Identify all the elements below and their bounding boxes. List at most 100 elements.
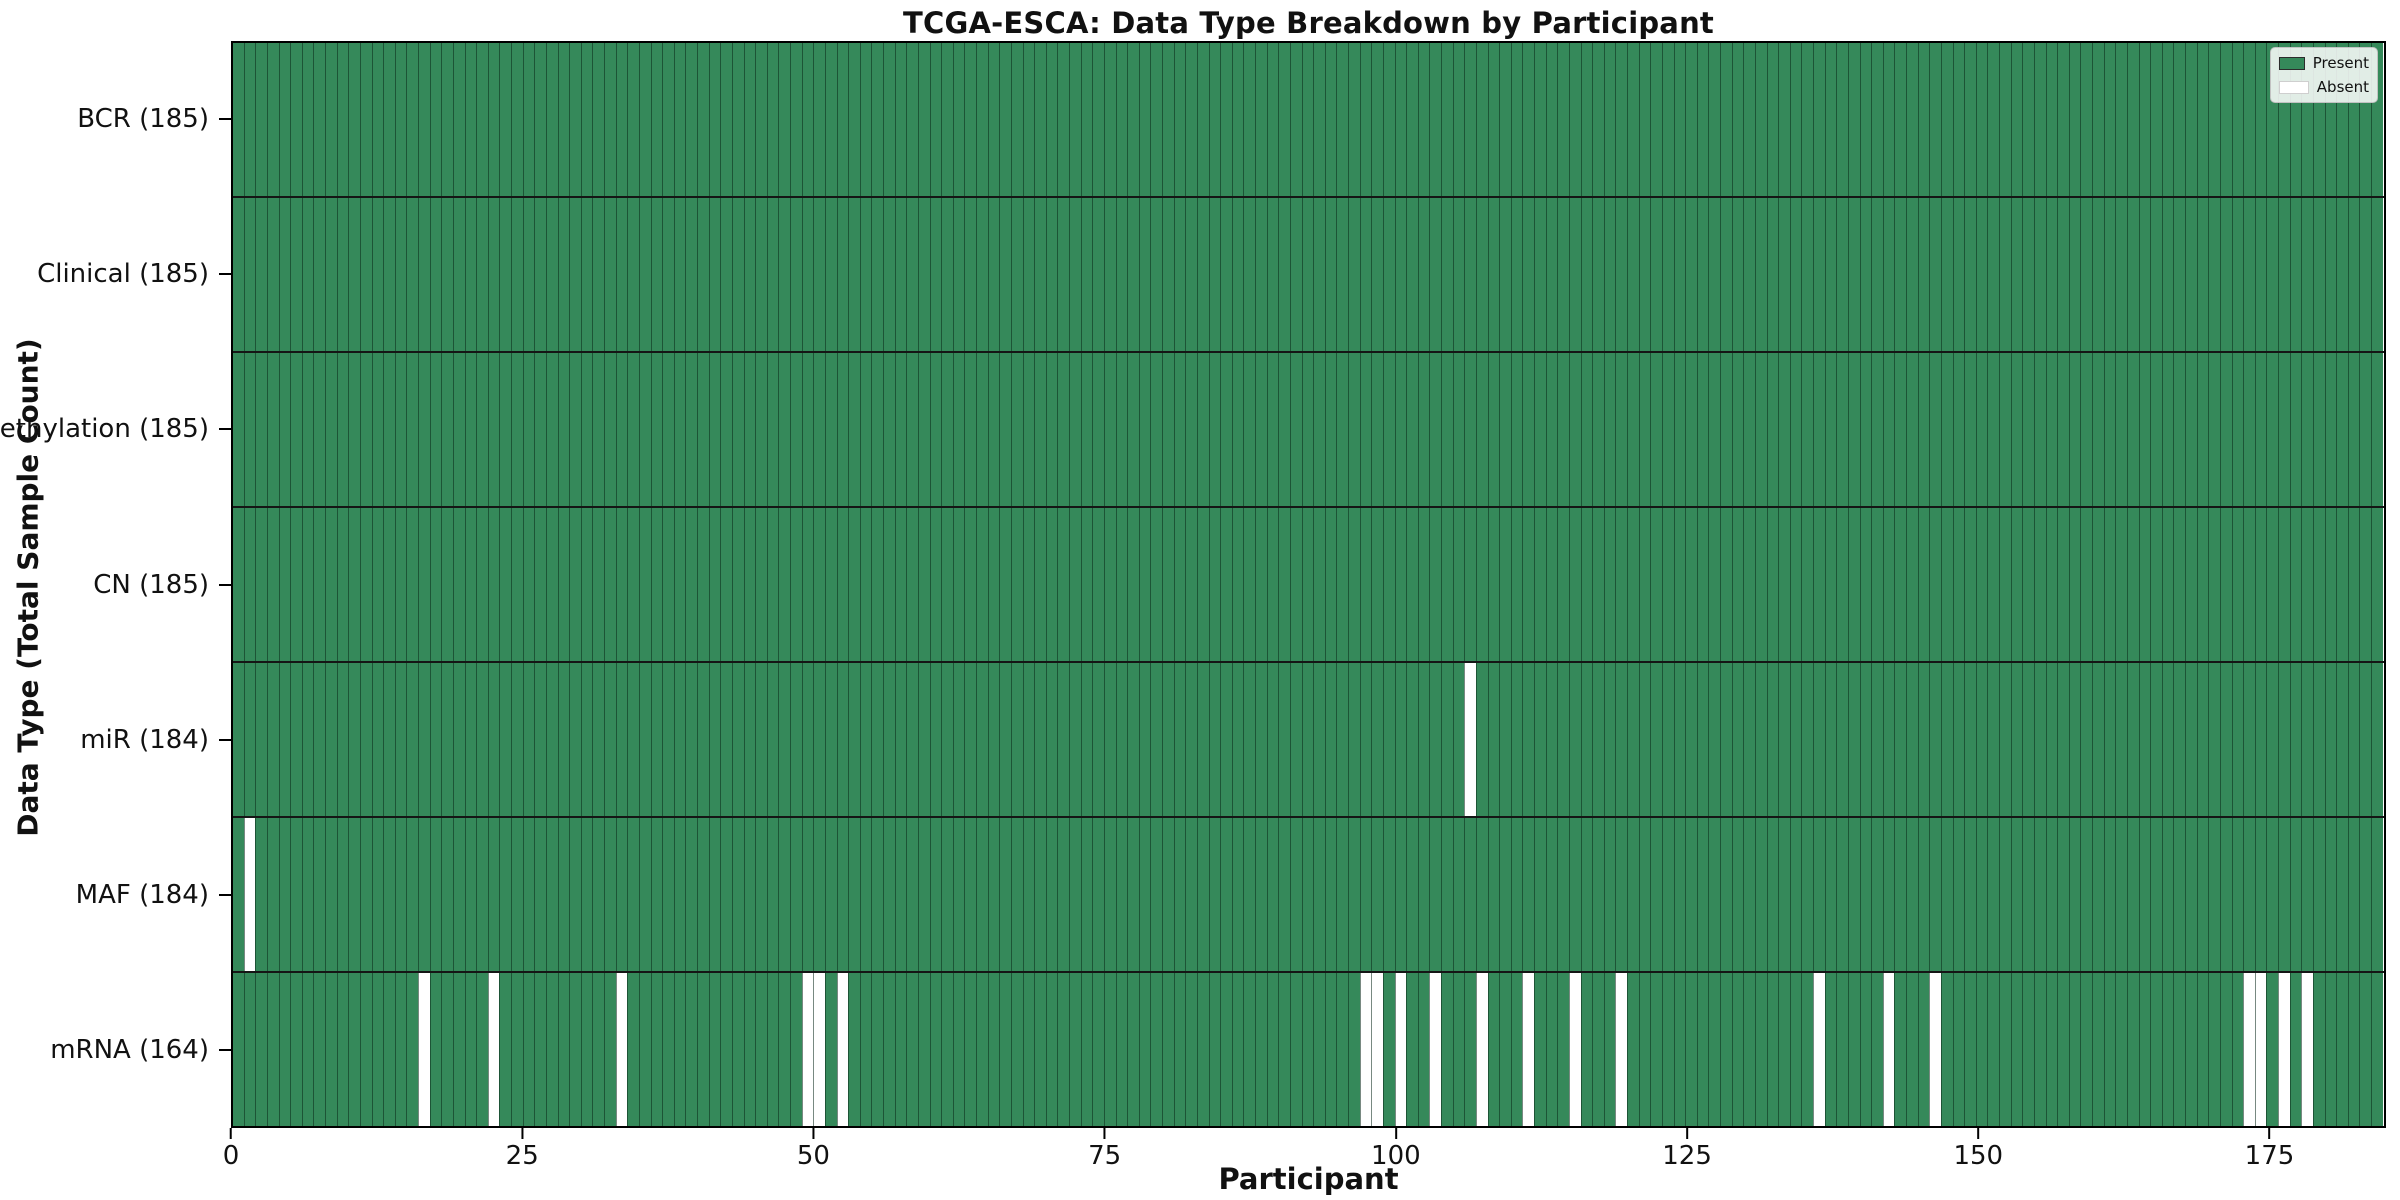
heatmap-cell <box>2045 818 2058 971</box>
heatmap-cell <box>2301 353 2313 506</box>
heatmap-cell <box>1371 818 1383 971</box>
heatmap-cell <box>1080 43 1093 196</box>
heatmap-cell <box>2347 973 2360 1126</box>
heatmap-cell <box>1801 818 1813 971</box>
heatmap-cell <box>743 973 756 1126</box>
heatmap-cell <box>2196 353 2209 506</box>
heatmap-cell <box>1069 353 1081 506</box>
heatmap-cell <box>1673 43 1686 196</box>
legend-present-label: Present <box>2312 54 2369 72</box>
heatmap-cell <box>2068 353 2081 506</box>
heatmap-cell <box>662 663 674 816</box>
heatmap-cell <box>476 818 488 971</box>
heatmap-cell <box>790 508 802 661</box>
heatmap-cell <box>1255 353 1267 506</box>
heatmap-cell <box>359 198 372 351</box>
heatmap-cell <box>1847 43 1860 196</box>
heatmap-cell <box>883 973 895 1126</box>
heatmap-cell <box>418 508 430 661</box>
heatmap-cell <box>243 353 256 506</box>
heatmap-cell <box>1650 818 1662 971</box>
heatmap-cell <box>1429 818 1441 971</box>
heatmap-cell <box>266 508 279 661</box>
heatmap-cell <box>2196 663 2209 816</box>
heatmap-cell <box>1371 198 1383 351</box>
heatmap-cell <box>1359 508 1372 661</box>
heatmap-cell <box>1220 353 1232 506</box>
heatmap-cell <box>1661 818 1674 971</box>
heatmap-cell <box>2150 818 2162 971</box>
heatmap-cell <box>1731 353 1744 506</box>
heatmap-cell <box>383 663 395 816</box>
heatmap-cell <box>1952 43 1965 196</box>
heatmap-cell <box>1813 198 1825 351</box>
heatmap-cell <box>429 43 442 196</box>
heatmap-cell <box>418 663 430 816</box>
heatmap-cell <box>2057 508 2069 661</box>
heatmap-cell <box>1475 973 1488 1126</box>
heatmap-cell <box>1743 973 1755 1126</box>
heatmap-cell <box>2208 663 2220 816</box>
heatmap-cell <box>243 198 256 351</box>
heatmap-cell <box>1289 973 1302 1126</box>
heatmap-cell <box>2057 973 2069 1126</box>
heatmap-cell <box>604 508 616 661</box>
heatmap-cell <box>1534 353 1546 506</box>
heatmap-cell <box>964 973 976 1126</box>
heatmap-cell <box>1510 818 1523 971</box>
heatmap-cell <box>1255 508 1267 661</box>
heatmap-cell <box>1313 43 1325 196</box>
heatmap-cell <box>2022 198 2034 351</box>
heatmap-cell <box>1313 198 1325 351</box>
heatmap-cell <box>883 663 895 816</box>
heatmap-cell <box>1661 198 1674 351</box>
heatmap-cell <box>848 663 860 816</box>
heatmap-cell <box>522 818 535 971</box>
heatmap-cell <box>522 353 535 506</box>
heatmap-cell <box>1394 508 1407 661</box>
heatmap-cell <box>1696 198 1709 351</box>
x-tick-mark <box>1977 1128 1980 1139</box>
heatmap-cell <box>1150 508 1162 661</box>
heatmap-cell <box>1882 353 1895 506</box>
heatmap-cell <box>1324 818 1337 971</box>
heatmap-cell <box>697 818 709 971</box>
heatmap-cell <box>1720 353 1732 506</box>
heatmap-cell <box>1836 973 1848 1126</box>
heatmap-cell <box>1801 663 1813 816</box>
heatmap-cell <box>1650 973 1662 1126</box>
heatmap-cell <box>894 353 907 506</box>
heatmap-cell <box>766 353 779 506</box>
heatmap-cell <box>452 973 465 1126</box>
heatmap-cell <box>1964 508 1976 661</box>
y-tick-label-MAF: MAF (184) <box>75 880 209 911</box>
heatmap-cell <box>2196 818 2209 971</box>
heatmap-cell <box>1452 973 1465 1126</box>
heatmap-cell <box>2359 663 2371 816</box>
heatmap-cell <box>627 353 639 506</box>
heatmap-cell <box>1313 663 1325 816</box>
heatmap-cell <box>1208 43 1221 196</box>
heatmap-cell <box>824 508 837 661</box>
heatmap-cell <box>627 663 639 816</box>
heatmap-cell <box>1034 353 1046 506</box>
heatmap-cell <box>348 198 360 351</box>
heatmap-cell <box>1429 353 1441 506</box>
heatmap-cell <box>2033 43 2046 196</box>
heatmap-cell <box>1847 353 1860 506</box>
heatmap-cell <box>673 663 686 816</box>
heatmap-cell <box>2173 973 2185 1126</box>
heatmap-cell <box>394 43 407 196</box>
heatmap-cell <box>1313 973 1325 1126</box>
heatmap-cell <box>1534 198 1546 351</box>
heatmap-cell <box>883 508 895 661</box>
heatmap-cell <box>1673 818 1686 971</box>
heatmap-cell <box>638 198 651 351</box>
heatmap-cell <box>1185 818 1197 971</box>
heatmap-cell <box>2301 198 2313 351</box>
heatmap-cell <box>1708 508 1720 661</box>
heatmap-cell <box>766 43 779 196</box>
heatmap-cell <box>604 43 616 196</box>
heatmap-cell <box>1243 663 1255 816</box>
heatmap-cell <box>987 973 1000 1126</box>
